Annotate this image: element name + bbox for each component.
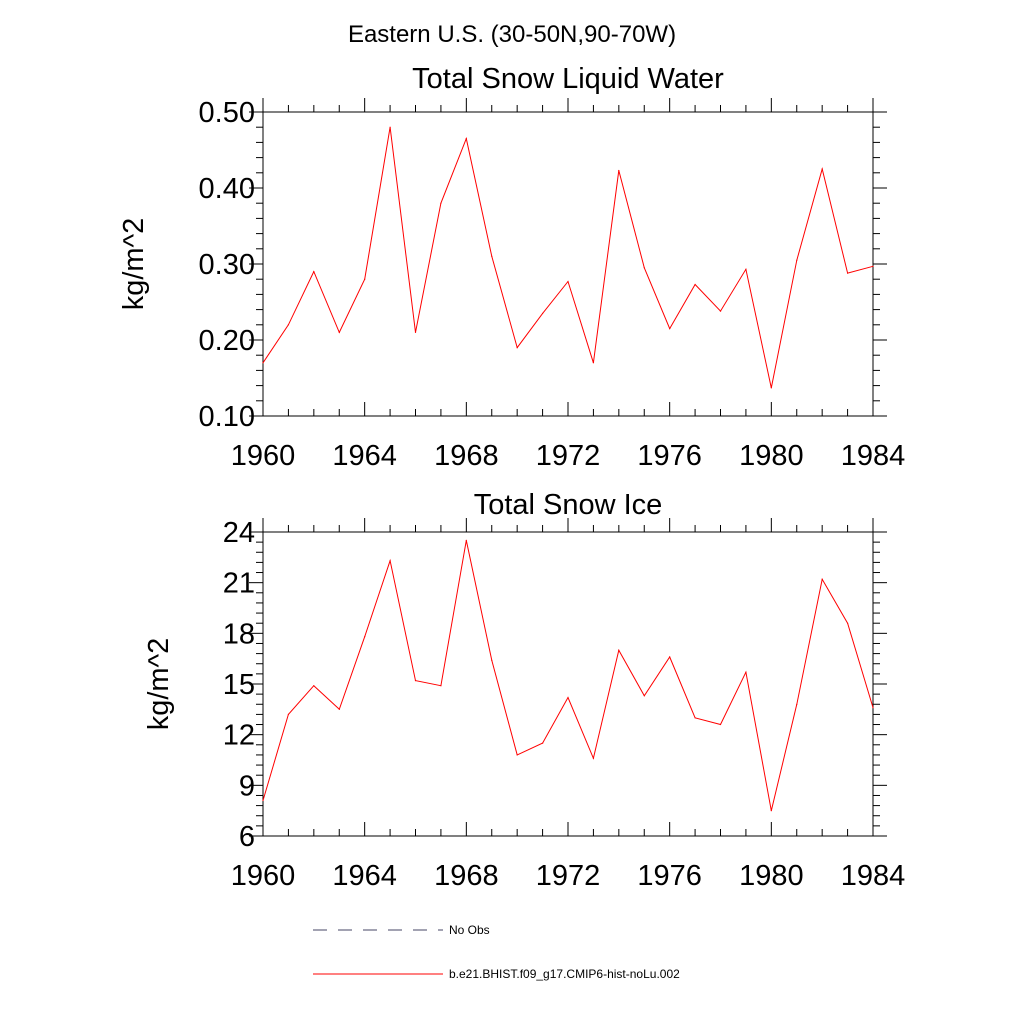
y-tick-label: 15 — [223, 669, 255, 701]
data-point — [389, 126, 391, 128]
legend-label: No Obs — [449, 923, 490, 937]
data-point — [847, 272, 849, 274]
data-point — [516, 754, 518, 756]
y-tick-label: 6 — [239, 821, 255, 853]
x-tick-label: 1968 — [434, 860, 499, 892]
data-point — [643, 267, 645, 269]
data-point — [643, 695, 645, 697]
y-axis-label: kg/m^2 — [143, 638, 175, 731]
x-tick-label: 1968 — [434, 440, 499, 472]
data-point — [592, 757, 595, 759]
data-point — [287, 324, 289, 326]
data-point — [770, 387, 772, 389]
data-point — [694, 283, 696, 286]
data-point — [821, 168, 823, 170]
data-point — [287, 713, 289, 716]
chart-title: Total Snow Ice — [474, 489, 663, 521]
data-point — [669, 328, 671, 330]
y-tick-label: 24 — [223, 517, 255, 549]
x-tick-label: 1960 — [231, 860, 296, 892]
y-axis-label: kg/m^2 — [118, 218, 150, 311]
x-tick-label: 1976 — [637, 440, 702, 472]
series-line — [262, 127, 874, 389]
figure-suptitle: Eastern U.S. (30-50N,90-70W) — [348, 21, 676, 48]
data-point — [542, 312, 544, 314]
data-point — [338, 331, 340, 333]
data-point — [313, 271, 315, 273]
data-point — [364, 636, 366, 638]
x-tick-label: 1984 — [841, 440, 906, 472]
chart-title: Total Snow Liquid Water — [412, 63, 724, 95]
data-point — [440, 202, 442, 204]
x-tick-label: 1964 — [332, 440, 397, 472]
x-tick-label: 1960 — [231, 440, 296, 472]
data-point — [719, 310, 722, 312]
chart-panel-snow-ice: Total Snow Ice kg/m^2 1960 1964 1968 1972 1976… — [143, 489, 905, 892]
data-point — [719, 723, 722, 726]
data-point — [567, 696, 569, 699]
data-point — [389, 560, 391, 562]
x-tick-label: 1964 — [332, 860, 397, 892]
data-point — [796, 703, 798, 705]
data-point — [669, 656, 671, 658]
series-line — [262, 540, 874, 811]
y-tick-label: 0.50 — [199, 97, 255, 129]
y-tick-label: 0.30 — [199, 249, 255, 281]
plot-frame — [262, 111, 874, 417]
data-point — [821, 578, 823, 580]
data-point — [338, 708, 340, 710]
x-tick-label: 1972 — [536, 860, 601, 892]
x-tick-label: 1984 — [841, 860, 906, 892]
legend-label: b.e21.BHIST.f09_g17.CMIP6-hist-noLu.002 — [449, 967, 680, 981]
legend-item-series: b.e21.BHIST.f09_g17.CMIP6-hist-noLu.002 — [313, 967, 680, 981]
data-point — [847, 622, 849, 624]
data-point — [872, 265, 874, 267]
data-point — [516, 347, 518, 349]
data-point — [491, 255, 493, 257]
data-point — [745, 268, 747, 270]
data-point — [414, 680, 417, 682]
legend-item-no-obs: No Obs — [313, 923, 490, 937]
data-point — [567, 280, 569, 283]
data-point — [745, 671, 747, 673]
data-point — [694, 717, 696, 719]
data-point — [491, 659, 493, 662]
data-point — [414, 331, 417, 333]
y-tick-label: 0.40 — [199, 173, 255, 205]
x-tick-label: 1976 — [637, 860, 702, 892]
data-point — [313, 685, 315, 687]
data-point — [440, 685, 442, 687]
data-point — [542, 742, 544, 744]
y-tick-label: 0.10 — [199, 401, 255, 433]
x-tick-label: 1980 — [739, 440, 804, 472]
chart-panel-snow-liquid-water: Total Snow Liquid Water kg/m^2 1960 1964 196… — [118, 63, 905, 472]
data-point — [872, 707, 874, 709]
y-tick-label: 21 — [223, 568, 255, 600]
plot-frame — [262, 531, 874, 837]
x-tick-label: 1980 — [739, 860, 804, 892]
data-point — [618, 649, 620, 651]
data-point — [796, 259, 798, 261]
y-tick-label: 12 — [223, 720, 255, 752]
data-point — [465, 138, 467, 140]
data-point — [770, 810, 772, 812]
data-point — [262, 799, 264, 802]
data-point — [364, 278, 366, 280]
data-point — [465, 539, 467, 542]
legend: No Obs b.e21.BHIST.f09_g17.CMIP6-hist-no… — [313, 923, 680, 981]
y-tick-label: 18 — [223, 618, 255, 650]
data-point — [262, 362, 264, 364]
y-tick-label: 9 — [239, 770, 255, 802]
x-tick-label: 1972 — [536, 440, 601, 472]
y-tick-label: 0.20 — [199, 325, 255, 357]
data-point — [592, 362, 595, 364]
data-point — [618, 169, 620, 172]
